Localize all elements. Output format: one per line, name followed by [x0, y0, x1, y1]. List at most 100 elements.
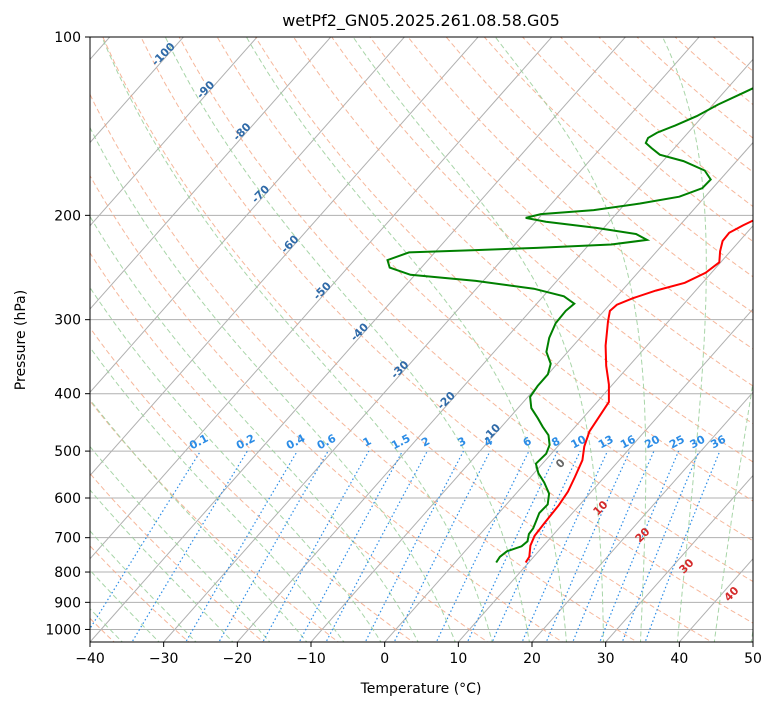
moist-adiabat-line [713, 379, 753, 642]
y-axis-title: Pressure (hPa) [13, 290, 29, 390]
mixing-ratio-label: 36 [708, 433, 728, 452]
dry-adiabat-label: -50 [311, 279, 334, 302]
isotherm-line [604, 474, 753, 642]
y-tick-label: 200 [54, 208, 81, 224]
dry-adiabat-line [522, 37, 753, 243]
y-tick-label: 900 [54, 595, 81, 611]
mixing-ratio-line [90, 450, 202, 630]
dry-adiabat-line [331, 37, 753, 425]
axes: −40 −30 −20 −10 0 10 20 30 40 5010020030040050060… [45, 30, 762, 667]
moist-adiabat-line [494, 37, 647, 642]
dry-adiabat-label: -40 [348, 320, 371, 343]
mixing-ratio-label: 16 [618, 433, 638, 452]
moist-adiabat-line [164, 37, 530, 642]
dry-adiabat-line [140, 37, 753, 624]
mixing-ratio-label: 30 [688, 433, 708, 452]
mixing-ratio-line [262, 450, 370, 642]
dry-adiabat-line [90, 472, 265, 642]
dry-adiabat-line [90, 174, 564, 642]
mixing-ratio-line [325, 450, 428, 642]
y-tick-label: 300 [54, 313, 81, 329]
moist-adiabat-label: 40 [722, 584, 742, 604]
dry-adiabat-line [636, 37, 753, 139]
y-tick-label: 500 [54, 444, 81, 460]
mixing-ratio-line [435, 450, 530, 642]
moist-adiabat-line [90, 398, 308, 642]
moist-adiabat-line [90, 445, 271, 642]
moist-adiabat-label: 20 [633, 525, 653, 545]
mixing-ratio-label: 0.2 [234, 432, 257, 453]
dry-adiabat-line [216, 37, 753, 542]
x-tick-label: 10 [449, 651, 467, 667]
x-tick-label: 20 [523, 651, 541, 667]
x-tick-label: 30 [597, 651, 615, 667]
profile-series [386, 87, 753, 564]
x-tick-label: −20 [223, 651, 253, 667]
mixing-ratio-label: 0.4 [284, 432, 308, 453]
temperature-line [524, 219, 753, 564]
x-tick-label: 50 [744, 651, 762, 667]
x-tick-label: −10 [296, 651, 326, 667]
moist-adiabat-line [90, 489, 234, 642]
moist-adiabat-line [90, 215, 419, 642]
dry-adiabat-line [90, 400, 340, 642]
x-tick-label: 0 [380, 651, 389, 667]
mixing-ratio-line [521, 450, 609, 642]
isotherm-line [90, 37, 553, 560]
moist-adiabat-line [101, 37, 493, 642]
dry-adiabat-line [445, 37, 753, 314]
y-tick-label: 400 [54, 387, 81, 403]
isotherm-line [90, 37, 258, 227]
mixing-ratio-label: 13 [596, 433, 616, 452]
mixing-ratio-line [185, 450, 298, 642]
moist-adiabat-line [90, 286, 382, 642]
plot-frame [89, 36, 754, 643]
mixing-ratio-line [491, 450, 581, 642]
mixing-ratio-line [364, 450, 465, 642]
dry-adiabat-label: -30 [388, 358, 411, 381]
isotherm-line [310, 141, 753, 642]
moist-adiabat-line [352, 37, 604, 642]
mixing-ratio-label: 6 [521, 434, 534, 449]
dry-adiabat-label: -60 [278, 232, 301, 255]
dewpoint-line [386, 87, 753, 564]
x-tick-label: −30 [149, 651, 179, 667]
moist-adiabat-line [90, 346, 345, 642]
isotherm-line [162, 37, 700, 642]
mixing-ratio-label: 1.5 [389, 432, 412, 453]
mixing-ratio-line [644, 450, 721, 642]
y-tick-label: 100 [54, 30, 81, 46]
moist-adiabat-line [245, 37, 568, 642]
isotherm-line [236, 58, 753, 642]
y-tick-label: 700 [54, 531, 81, 547]
mixing-ratio-label: 8 [549, 434, 562, 449]
mixing-ratio-line [466, 450, 559, 642]
mixing-ratio-label: 20 [642, 433, 662, 452]
isotherm-line [90, 37, 332, 310]
x-axis-title: Temperature (°C) [360, 681, 482, 697]
isotherm-line [90, 37, 185, 144]
y-tick-label: 800 [54, 565, 81, 581]
dry-adiabat-line [178, 37, 753, 583]
mixing-ratio-label: 25 [667, 433, 687, 452]
moist-adiabat-line [662, 37, 707, 642]
isotherm-line [90, 37, 479, 477]
background-lines [90, 37, 753, 642]
dry-adiabat-line [254, 37, 753, 502]
mixing-ratio-line [545, 450, 631, 642]
mixing-ratio-line [218, 450, 329, 642]
dry-adiabat-line [90, 326, 414, 642]
dry-adiabat-line [712, 37, 753, 72]
mixing-ratio-label: 0.1 [187, 432, 210, 453]
x-tick-label: 40 [670, 651, 688, 667]
dry-adiabat-label: -80 [230, 120, 253, 143]
isotherm-line [383, 225, 753, 642]
dry-adiabat-label: -20 [435, 389, 458, 412]
mixing-ratio-line [131, 450, 248, 642]
isotherm-line [90, 37, 627, 642]
mixing-ratio-label: 3 [455, 434, 468, 449]
dry-adiabat-line [90, 252, 489, 642]
mixing-ratio-line [599, 450, 680, 642]
chart-title: wetPf2_GN05.2025.261.08.58.G05 [282, 11, 560, 31]
